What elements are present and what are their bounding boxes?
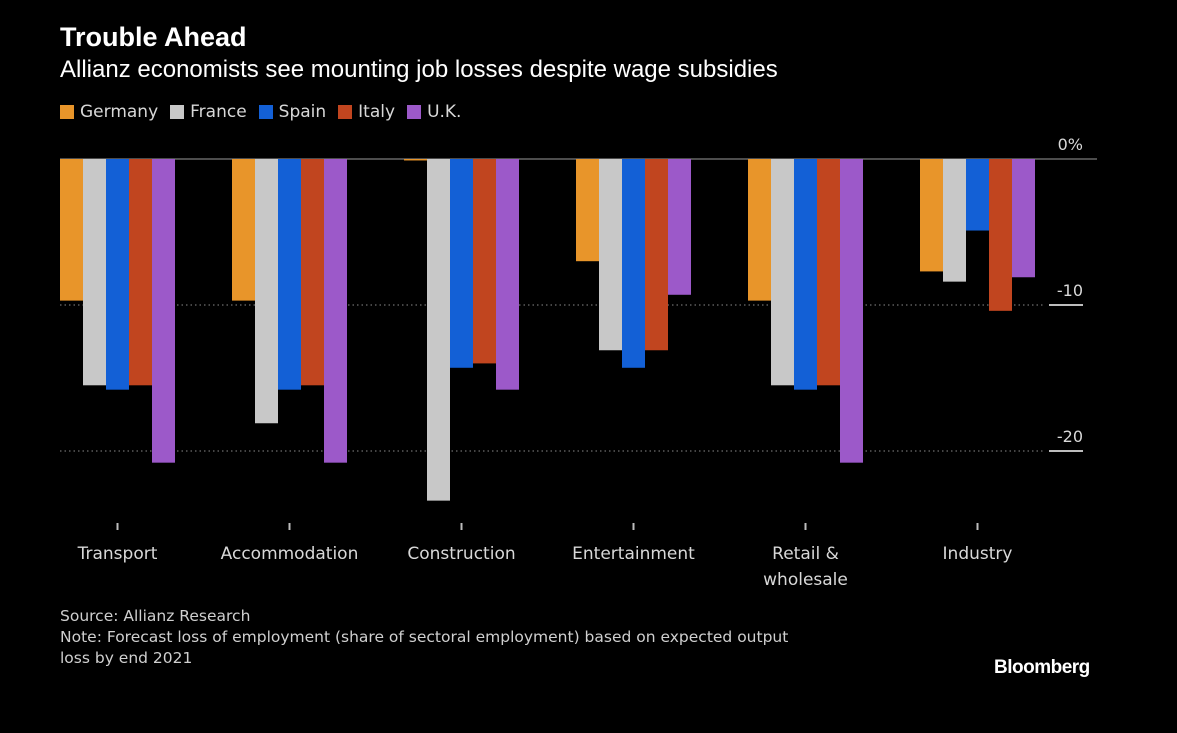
legend-item-italy: Italy [338, 102, 395, 122]
legend-label-spain: Spain [278, 102, 327, 122]
bar-france-5 [943, 159, 966, 282]
x-tick-label: Transport [77, 544, 158, 564]
bar-germany-2 [404, 159, 427, 161]
bar-italy-2 [473, 159, 496, 364]
bar-spain-3 [622, 159, 645, 368]
bar-germany-0 [60, 159, 83, 301]
legend: Germany France Spain Italy U.K. [60, 102, 473, 122]
bar-france-0 [83, 159, 106, 386]
y-tick-label: 0% [1058, 135, 1083, 154]
bar-spain-5 [966, 159, 989, 231]
legend-label-italy: Italy [358, 102, 396, 122]
bar-uk-0 [152, 159, 175, 463]
bar-germany-5 [920, 159, 943, 272]
bar-spain-2 [450, 159, 473, 368]
legend-item-spain: Spain [258, 102, 327, 122]
bar-italy-3 [645, 159, 668, 351]
bar-italy-4 [817, 159, 840, 386]
chart-subtitle: Allianz economists see mounting job loss… [60, 56, 778, 83]
y-tick-label: -10 [1057, 281, 1083, 300]
bar-uk-4 [840, 159, 863, 463]
footer-notes: Source: Allianz Research Note: Forecast … [60, 606, 788, 669]
bar-france-4 [771, 159, 794, 386]
x-tick-label: Industry [943, 544, 1013, 564]
x-tick-label-line: Retail & [772, 544, 839, 564]
bar-italy-5 [989, 159, 1012, 311]
legend-item-france: France [170, 102, 247, 122]
source-text: Source: Allianz Research [60, 607, 251, 625]
x-tick-label-line: Industry [943, 544, 1013, 564]
legend-swatch-uk [407, 105, 422, 119]
bar-uk-3 [668, 159, 691, 295]
note-text-line1: Note: Forecast loss of employment (share… [60, 628, 789, 646]
x-tick-label: Entertainment [572, 544, 695, 564]
legend-swatch-france [170, 105, 185, 119]
legend-item-germany: Germany [60, 102, 158, 122]
bar-spain-4 [794, 159, 817, 390]
y-tick-label: -20 [1057, 427, 1083, 446]
x-tick-label-line: Construction [407, 544, 515, 564]
chart-title: Trouble Ahead [60, 22, 247, 52]
bar-spain-0 [106, 159, 129, 390]
bloomberg-logo: Bloomberg [994, 657, 1090, 678]
x-tick-label: Retail & wholesale [763, 544, 848, 590]
bar-italy-0 [129, 159, 152, 386]
legend-swatch-germany [60, 105, 74, 119]
x-tick-label: Construction [407, 544, 515, 564]
note-text-line2: loss by end 2021 [60, 649, 193, 667]
legend-swatch-spain [258, 105, 273, 119]
bar-uk-1 [324, 159, 347, 463]
x-tick-label-line: Transport [77, 544, 158, 564]
bar-chart: 0% -10 -20 Transport Accommodation Constructi… [60, 135, 1097, 590]
bar-germany-4 [748, 159, 771, 301]
bar-uk-5 [1012, 159, 1035, 278]
legend-label-france: France [190, 102, 247, 122]
legend-label-germany: Germany [80, 102, 159, 122]
bar-italy-1 [301, 159, 324, 386]
bar-france-1 [255, 159, 278, 424]
bar-uk-2 [496, 159, 519, 390]
x-tick-label-line: Entertainment [572, 544, 695, 564]
bar-germany-3 [576, 159, 599, 262]
legend-item-uk: U.K. [407, 102, 461, 122]
x-tick-label-line: Accommodation [221, 544, 359, 564]
x-tick-label: Accommodation [221, 544, 359, 564]
bar-france-2 [427, 159, 450, 501]
bar-germany-1 [232, 159, 255, 301]
legend-label-uk: U.K. [427, 102, 462, 122]
x-tick-label-line: wholesale [763, 570, 848, 590]
bar-spain-1 [278, 159, 301, 390]
legend-swatch-italy [338, 105, 353, 119]
bar-france-3 [599, 159, 622, 351]
